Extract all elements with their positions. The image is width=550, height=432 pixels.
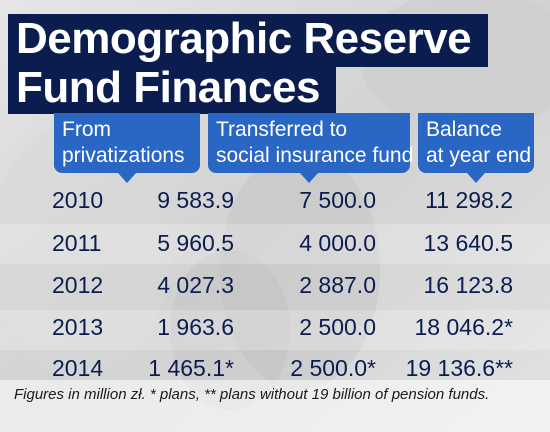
balance-cell: 16 123.8	[423, 272, 513, 298]
from-privatizations-cell: 9 583.9	[157, 187, 234, 213]
footnote: Figures in million zł. * plans, ** plans…	[14, 386, 490, 403]
header-pointer	[467, 173, 485, 183]
from-privatizations-cell: 1 963.6	[157, 314, 234, 340]
header-line-2: at year end	[426, 144, 532, 167]
transferred-cell: 2 887.0	[299, 272, 376, 298]
header-line-1: From	[62, 118, 111, 141]
year-cell: 2014	[52, 355, 104, 381]
year-cell: 2011	[52, 230, 102, 256]
from-privatizations-cell: 5 960.5	[157, 230, 234, 256]
header-line-2: privatizations	[62, 144, 185, 167]
column-header-from-privatizations: From privatizations	[54, 113, 200, 173]
year-cell: 2012	[52, 272, 104, 298]
balance-cell: 19 136.6**	[405, 355, 513, 381]
transferred-cell: 2 500.0	[299, 314, 376, 340]
from-privatizations-cell: 4 027.3	[157, 272, 234, 298]
header-pointer	[300, 173, 318, 183]
balance-cell: 18 046.2*	[414, 314, 513, 340]
year-cell: 2013	[52, 314, 104, 340]
from-privatizations-cell: 1 465.1*	[148, 355, 234, 381]
column-header-balance: Balance at year end	[418, 113, 534, 173]
column-header-transferred: Transferred to social insurance fund	[208, 113, 414, 173]
balance-cell: 13 640.5	[423, 230, 513, 256]
header-pointer	[118, 173, 136, 183]
transferred-cell: 2 500.0*	[290, 355, 376, 381]
year-cell: 2010	[52, 187, 104, 213]
title-line-2: Fund Finances	[8, 63, 336, 114]
balance-cell: 11 298.2	[425, 187, 513, 213]
header-line-1: Transferred to	[216, 118, 348, 141]
transferred-cell: 4 000.0	[299, 230, 376, 256]
transferred-cell: 7 500.0	[299, 187, 376, 213]
title-line-1: Demographic Reserve	[8, 14, 488, 67]
header-line-2: social insurance fund	[216, 144, 414, 167]
header-line-1: Balance	[426, 118, 502, 141]
